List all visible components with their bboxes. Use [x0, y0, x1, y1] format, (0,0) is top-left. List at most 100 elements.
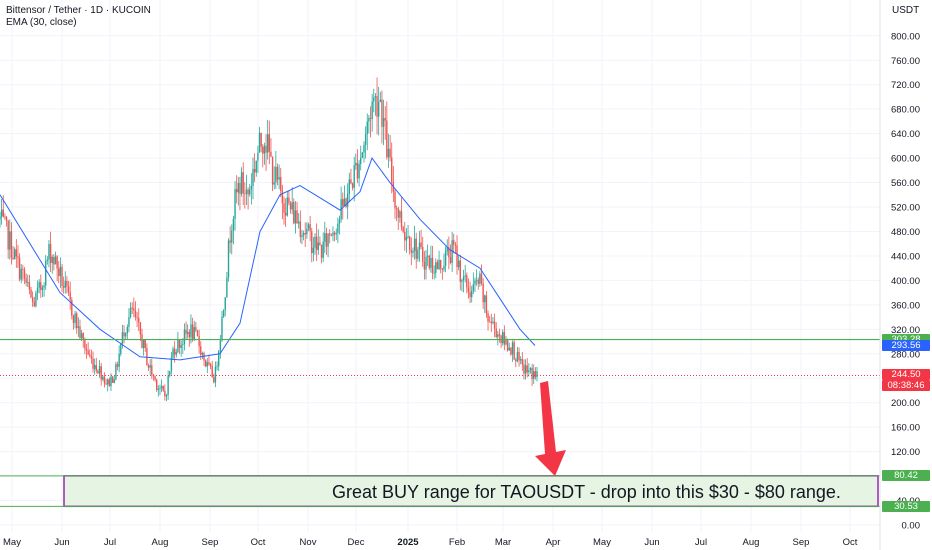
- candle-body: [271, 156, 274, 185]
- candle-body: [472, 284, 475, 291]
- x-tick-label: Nov: [300, 537, 317, 548]
- candle-body: [178, 340, 181, 348]
- candle-body: [376, 96, 378, 117]
- candle-body: [35, 292, 37, 307]
- candle-body: [200, 346, 202, 355]
- candle-body: [492, 321, 494, 324]
- candle-body: [338, 219, 341, 224]
- candle-body: [185, 329, 187, 334]
- candle-body: [360, 157, 362, 164]
- y-tick-label: 400.00: [891, 276, 920, 287]
- candle-body: [377, 102, 380, 117]
- candle-body: [335, 233, 337, 235]
- buy-range-lines: [0, 475, 880, 507]
- y-tick-label: 560.00: [891, 178, 920, 189]
- time-axis[interactable]: May Jun Jul Aug Sep Oct Nov Dec 2025 Feb Mar Apr May…: [3, 537, 858, 548]
- price-unit[interactable]: USDT: [892, 5, 920, 16]
- candle-body: [85, 348, 88, 351]
- range-bottom-badge: 30.53: [882, 500, 930, 512]
- buy-range-box[interactable]: [63, 475, 879, 508]
- candle-body: [502, 332, 504, 344]
- candle-body: [441, 268, 444, 270]
- candle-body: [15, 249, 18, 257]
- candle-body: [234, 189, 236, 219]
- candle-body: [266, 134, 269, 153]
- candle-body: [312, 247, 315, 254]
- candle-body: [513, 342, 515, 360]
- candle-body: [462, 276, 465, 281]
- candle-body: [519, 359, 522, 361]
- candle-body: [387, 148, 390, 158]
- chart-title[interactable]: Bittensor / Tether · 1D · KUCOIN: [6, 5, 151, 16]
- candle-body: [309, 224, 311, 232]
- candle-body: [536, 371, 538, 378]
- candle-body: [167, 375, 169, 396]
- candle-body: [66, 280, 68, 287]
- candle-body: [262, 146, 264, 154]
- ema-line: [0, 157, 536, 361]
- candle-body: [315, 236, 318, 250]
- candle-body: [18, 257, 21, 280]
- countdown-badge: 08:38:46: [882, 379, 930, 391]
- candle-body: [129, 307, 132, 318]
- candle-body: [369, 117, 372, 119]
- candle-body: [126, 326, 129, 334]
- x-tick-label: Sep: [793, 537, 810, 548]
- candle-body: [213, 377, 215, 383]
- candle-body: [342, 199, 344, 206]
- candle-body: [361, 152, 364, 158]
- candle-body: [333, 232, 336, 235]
- candle-body: [534, 371, 537, 378]
- candle-body: [146, 347, 148, 366]
- candle-body: [27, 281, 29, 283]
- candle-body: [82, 333, 84, 340]
- buy-range-annotation[interactable]: Great BUY range for TAOUSDT - drop into …: [332, 482, 841, 502]
- candle-body: [381, 99, 383, 127]
- candle-body: [284, 212, 287, 216]
- down-arrow[interactable]: [535, 381, 566, 476]
- candle-body: [48, 244, 50, 260]
- candle-body: [371, 101, 373, 119]
- down-arrow-shape: [535, 381, 566, 476]
- candle-body: [190, 324, 192, 338]
- candle-body: [188, 331, 191, 338]
- candle-body: [343, 198, 346, 206]
- candle-body: [214, 366, 217, 383]
- candle-body: [115, 364, 117, 380]
- candle-body: [175, 352, 177, 355]
- candle-body: [84, 339, 86, 349]
- candle-body: [201, 352, 204, 355]
- candle-body: [273, 182, 275, 185]
- candle-body: [180, 344, 182, 348]
- candle-body: [4, 216, 6, 218]
- indicator-label[interactable]: EMA (30, close): [6, 17, 77, 28]
- y-tick-label: 320.00: [891, 325, 920, 336]
- candle-body: [121, 332, 124, 345]
- candle-body: [147, 365, 150, 368]
- candle-body: [165, 395, 168, 397]
- candle-body: [332, 232, 334, 236]
- candle-body: [435, 262, 437, 273]
- candle-body: [151, 365, 153, 375]
- x-tick-label: Dec: [348, 537, 365, 548]
- y-tick-label: 360.00: [891, 300, 920, 311]
- candle-body: [260, 132, 262, 147]
- price-axis[interactable]: 0.0040.0080.00120.00160.00200.00240.0028…: [891, 31, 920, 531]
- candle-body: [139, 322, 142, 335]
- candle-body: [2, 209, 4, 217]
- y-tick-label: 200.00: [891, 398, 920, 409]
- candle-body: [231, 230, 233, 243]
- candle-body: [239, 183, 241, 194]
- candle-body: [206, 362, 208, 367]
- candle-body: [208, 362, 210, 365]
- candle-body: [498, 334, 501, 336]
- candle-body: [400, 211, 403, 228]
- candle-body: [444, 251, 447, 266]
- candle-body: [304, 233, 306, 235]
- candle-body: [20, 268, 22, 280]
- candle-body: [257, 152, 259, 161]
- candle-body: [366, 121, 368, 135]
- candle-body: [216, 366, 218, 367]
- candle-body: [348, 179, 350, 194]
